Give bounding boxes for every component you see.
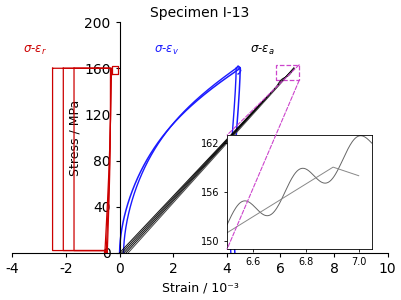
- Y-axis label: Stress / MPa: Stress / MPa: [68, 99, 81, 176]
- Text: $\sigma$-$\varepsilon_r$: $\sigma$-$\varepsilon_r$: [23, 44, 47, 57]
- Text: $\sigma$-$\varepsilon_v$: $\sigma$-$\varepsilon_v$: [154, 44, 179, 57]
- Title: Specimen I-13: Specimen I-13: [150, 6, 249, 20]
- Bar: [276, 65, 298, 80]
- Text: $\sigma$-$\varepsilon_a$: $\sigma$-$\varepsilon_a$: [249, 44, 273, 57]
- X-axis label: Strain / 10⁻³: Strain / 10⁻³: [161, 281, 238, 294]
